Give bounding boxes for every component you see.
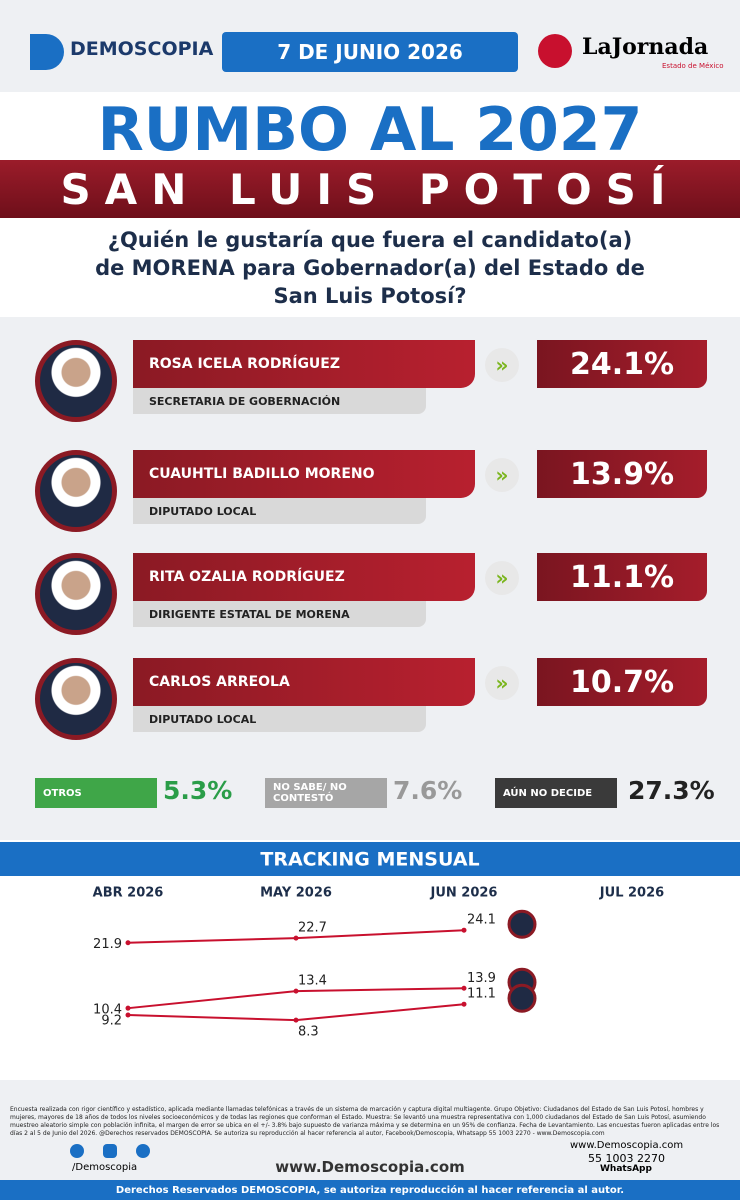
candidate-photo: [35, 450, 117, 532]
candidate-thumb: [507, 983, 537, 1013]
x-tick-label: JUN 2026: [430, 886, 498, 901]
arrow-icon: »: [485, 458, 519, 492]
role-bar: DIRIGENTE ESTATAL DE MORENA: [133, 601, 426, 627]
x-tick-label: ABR 2026: [93, 886, 164, 901]
other-label: AÚN NO DECIDE: [495, 778, 617, 808]
percent: 11.1%: [537, 553, 707, 601]
twitter-icon: [136, 1144, 150, 1158]
x-tick-label: JUL 2026: [599, 886, 664, 901]
arrow-icon: »: [485, 666, 519, 700]
value-label: 9.2: [101, 1014, 122, 1029]
role-bar: DIPUTADO LOCAL: [133, 498, 426, 524]
phone: 55 1003 2270: [588, 1152, 665, 1165]
name-bar: CUAUHTLI BADILLO MORENO: [133, 450, 475, 498]
name-bar: ROSA ICELA RODRÍGUEZ: [133, 340, 475, 388]
name-bar: RITA OZALIA RODRÍGUEZ: [133, 553, 475, 601]
percent: 13.9%: [537, 450, 707, 498]
percent: 10.7%: [537, 658, 707, 706]
name-bar: CARLOS ARREOLA: [133, 658, 475, 706]
instagram-icon: [103, 1144, 117, 1158]
point: [293, 1017, 299, 1023]
value-label: 24.1: [467, 913, 496, 928]
point: [125, 940, 131, 946]
point: [461, 927, 467, 933]
newspaper-edition: Estado de México: [662, 62, 724, 70]
role-bar: SECRETARIA DE GOBERNACIÓN: [133, 388, 426, 414]
question: ¿Quién le gustaría que fuera el candidat…: [95, 228, 645, 308]
arrow-icon: »: [485, 561, 519, 595]
newspaper-icon: [538, 34, 572, 68]
value-label: 21.9: [93, 937, 122, 952]
other-label: NO SABE/ NO CONTESTÓ: [265, 778, 387, 808]
date: 7 DE JUNIO 2026: [222, 32, 518, 72]
facebook-icon: [70, 1144, 84, 1158]
point: [125, 1012, 131, 1018]
percent: 24.1%: [537, 340, 707, 388]
other-percent: 7.6%: [393, 776, 463, 805]
candidate-thumb: [507, 909, 537, 939]
social: /Demoscopia: [72, 1162, 138, 1173]
disclaimer: Encuesta realizada con rigor científico …: [10, 1106, 720, 1137]
rights: Derechos Reservados DEMOSCOPIA, se autor…: [0, 1180, 740, 1200]
chart-bg: [0, 840, 740, 1080]
brand: DEMOSCOPIA: [70, 38, 214, 60]
tracking-chart: TRACKING MENSUAL ABR 2026 MAY 2026 JUN 202…: [0, 840, 740, 1080]
chart-header: [0, 842, 740, 876]
website-small: www.Demoscopia.com: [570, 1140, 684, 1151]
point: [293, 935, 299, 941]
chart-title: TRACKING MENSUAL: [260, 849, 479, 871]
other-percent: 27.3%: [628, 776, 715, 805]
website: www.Demoscopia.com: [275, 1158, 465, 1176]
value-label: 11.1: [467, 987, 496, 1002]
point: [461, 1001, 467, 1007]
value-label: 10.4: [93, 1003, 122, 1018]
value-label: 22.7: [298, 921, 327, 936]
point: [125, 1005, 131, 1011]
arrow-icon: »: [485, 348, 519, 382]
x-tick-label: MAY 2026: [260, 886, 332, 901]
value-label: 13.4: [298, 974, 327, 989]
newspaper: LaJornada: [582, 34, 709, 60]
other-percent: 5.3%: [163, 776, 233, 805]
candidate-photo: [35, 553, 117, 635]
state: SAN LUIS POTOSÍ: [0, 160, 740, 218]
candidate-photo: [35, 340, 117, 422]
point: [461, 985, 467, 991]
role-bar: DIPUTADO LOCAL: [133, 706, 426, 732]
logo-icon: [30, 34, 64, 70]
candidate-photo: [35, 658, 117, 740]
title: RUMBO AL 2027: [97, 95, 643, 165]
value-label: 13.9: [467, 971, 496, 986]
whatsapp: WhatsApp: [600, 1164, 652, 1174]
value-label: 8.3: [298, 1025, 319, 1040]
other-label: OTROS: [35, 778, 157, 808]
point: [293, 988, 299, 994]
